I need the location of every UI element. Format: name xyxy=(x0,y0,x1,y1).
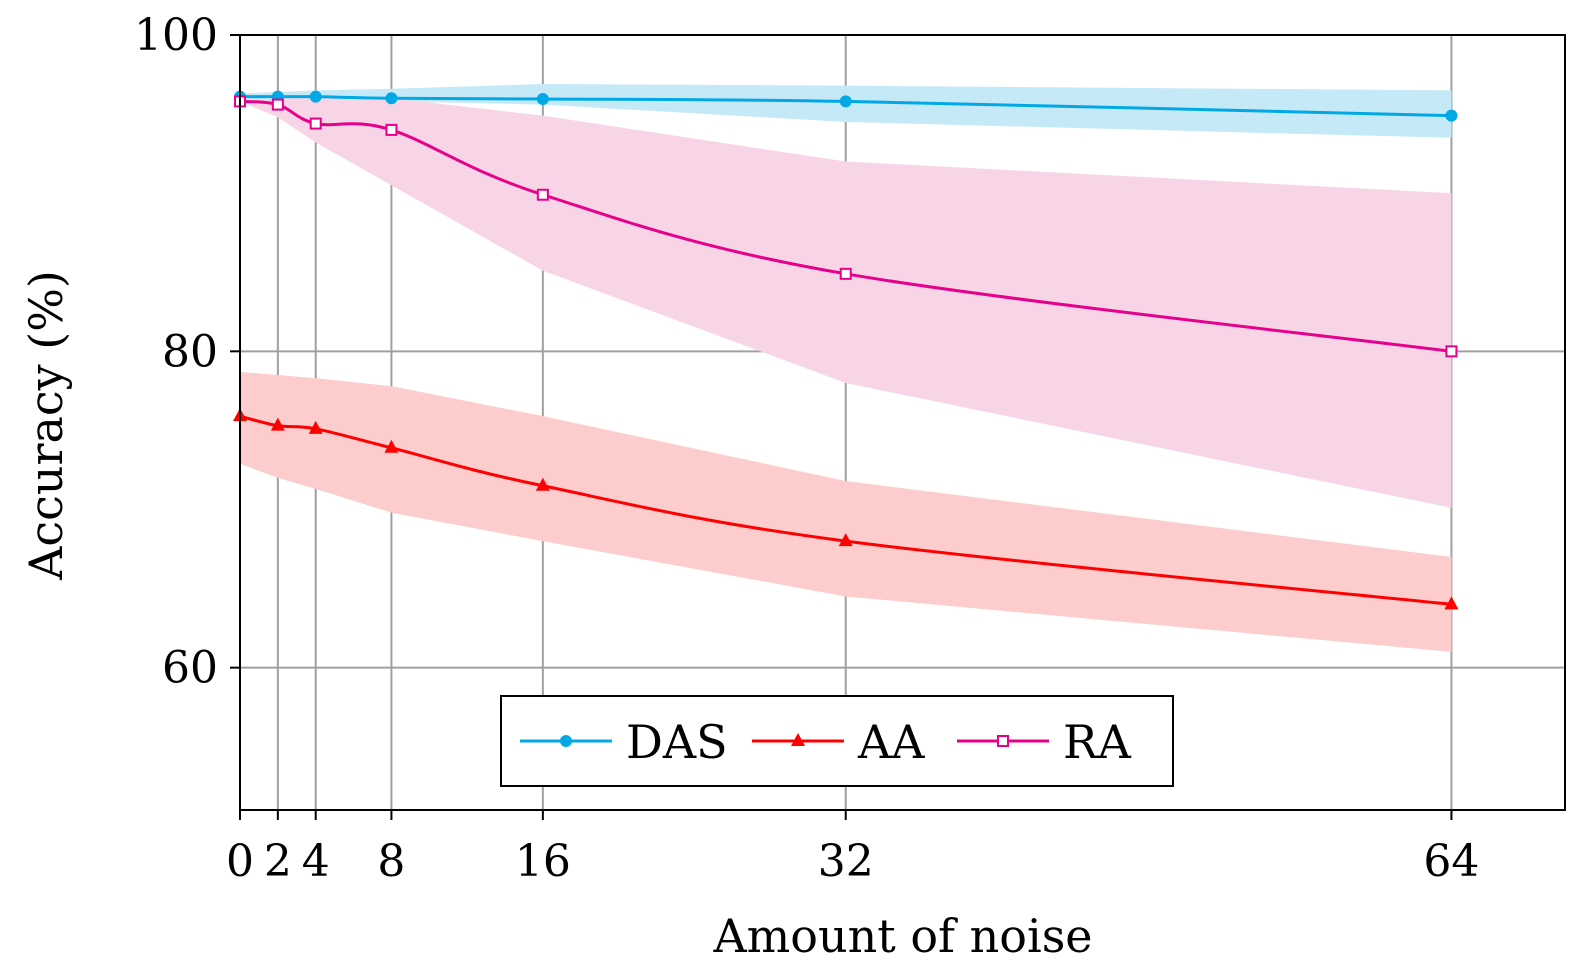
legend-label-das: DAS xyxy=(626,715,728,769)
confidence-bands xyxy=(240,84,1452,652)
x-axis-label: Amount of noise xyxy=(712,909,1092,963)
point-ra xyxy=(309,117,322,130)
x-tick-label: 4 xyxy=(302,836,330,887)
point-aa xyxy=(384,439,399,453)
series-lines xyxy=(233,90,1459,610)
point-aa xyxy=(838,533,853,547)
point-ra xyxy=(839,267,852,280)
point-das xyxy=(1445,109,1458,122)
point-aa xyxy=(535,477,550,491)
legend-marker-das xyxy=(560,735,572,747)
legend-marker-ra xyxy=(997,735,1009,747)
legend-marker-aa xyxy=(791,733,805,746)
x-tick-label: 64 xyxy=(1423,836,1479,887)
legend-label-ra: RA xyxy=(1063,715,1132,769)
band-aa xyxy=(240,371,1452,652)
point-das xyxy=(839,95,852,108)
plot-frame xyxy=(239,34,1566,811)
point-das xyxy=(385,92,398,105)
point-ra xyxy=(1445,345,1458,358)
y-tick-label: 80 xyxy=(162,326,218,377)
y-tick-label: 60 xyxy=(162,643,218,694)
point-aa xyxy=(270,417,285,431)
tick-labels: 0 2 4 8 16 32 64 60 80 100 xyxy=(134,10,1479,887)
x-tick-label: 2 xyxy=(264,836,292,887)
x-tick-label: 16 xyxy=(515,836,571,887)
legend-label-aa: AA xyxy=(857,715,925,769)
x-tick-label: 32 xyxy=(818,836,874,887)
y-tick-label: 100 xyxy=(134,10,218,61)
x-tick-label: 8 xyxy=(377,836,405,887)
point-ra xyxy=(385,123,398,136)
point-ra xyxy=(536,188,549,201)
point-das xyxy=(309,90,322,103)
point-aa xyxy=(308,420,323,434)
x-tick-label: 0 xyxy=(226,836,254,887)
point-das xyxy=(536,93,549,106)
point-ra xyxy=(271,98,284,111)
legend: DAS AA RA xyxy=(500,695,1174,787)
point-aa xyxy=(1444,596,1459,610)
y-axis-label: Accuracy (%) xyxy=(19,270,73,581)
